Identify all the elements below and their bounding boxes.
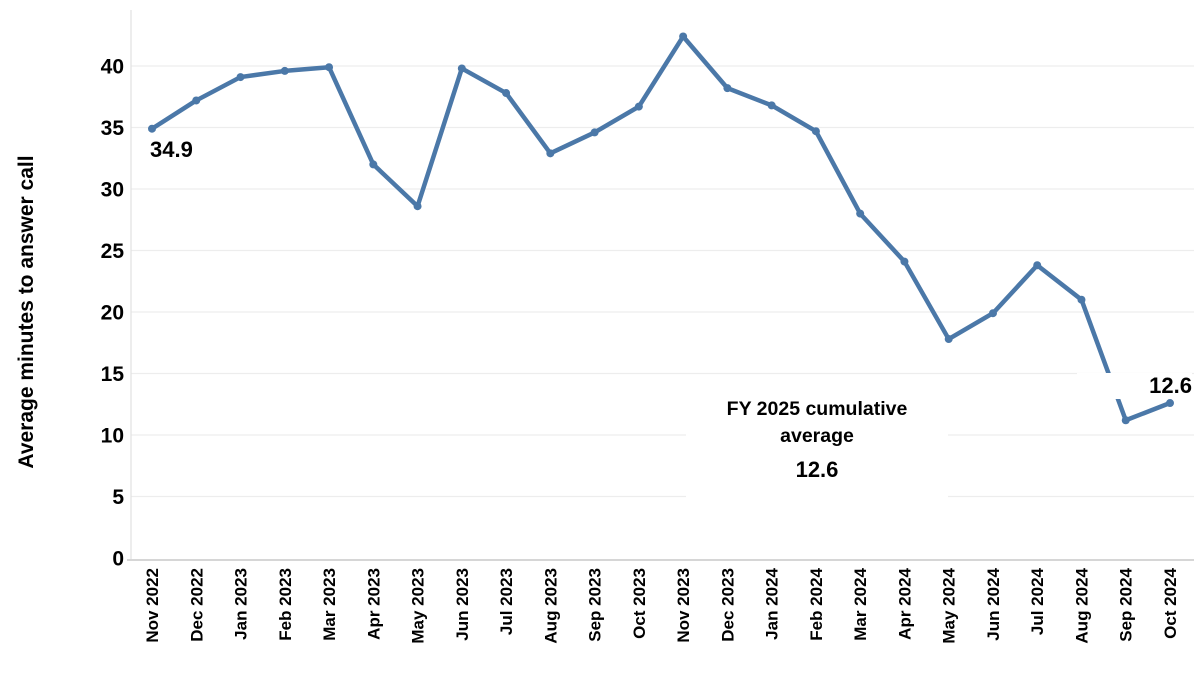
first-point-data-label: 34.9 [150, 137, 193, 162]
x-tick-label: Oct 2023 [630, 568, 649, 639]
data-point-marker [1166, 399, 1174, 408]
data-point-marker [148, 124, 156, 133]
y-tick-label: 25 [101, 240, 125, 263]
data-point-marker [413, 202, 422, 211]
data-point-marker [634, 102, 643, 111]
data-point-marker [280, 66, 289, 75]
callout-value: 12.6 [795, 457, 839, 482]
x-tick-label: May 2024 [940, 567, 959, 643]
data-point-marker [546, 149, 555, 158]
data-point-marker [1077, 295, 1086, 304]
data-point-marker [1033, 261, 1042, 270]
data-point-marker [679, 32, 688, 41]
x-tick-label: Jul 2024 [1028, 567, 1047, 635]
callout-title: FY 2025 cumulative average [726, 398, 908, 447]
x-tick-label: Nov 2022 [143, 568, 162, 643]
data-point-marker [1121, 416, 1130, 425]
x-tick-label: Mar 2023 [320, 568, 339, 641]
y-tick-label: 30 [101, 179, 124, 202]
x-tick-label: Apr 2023 [364, 568, 383, 640]
x-tick-label: Nov 2023 [674, 568, 693, 643]
y-tick-label: 0 [112, 548, 124, 571]
data-point-marker [325, 63, 334, 72]
x-tick-label: Apr 2024 [895, 567, 914, 639]
x-tick-label: Mar 2024 [851, 567, 870, 640]
data-point-marker [502, 89, 511, 98]
y-tick-label: 40 [101, 56, 124, 79]
fy2025-callout: FY 2025 cumulative average 12.6 [686, 394, 948, 506]
data-point-marker [457, 64, 466, 73]
x-tick-label: Aug 2023 [541, 568, 560, 644]
last-point-data-label: 12.6 [1077, 373, 1192, 399]
x-tick-label: Jan 2024 [763, 567, 782, 639]
data-point-marker [767, 101, 776, 110]
x-tick-label: Feb 2024 [807, 567, 826, 640]
x-tick-label: Dec 2022 [187, 568, 206, 642]
x-tick-label: Sep 2023 [586, 568, 605, 642]
x-tick-label: Feb 2023 [276, 568, 295, 641]
y-tick-label: 10 [101, 425, 124, 448]
x-tick-label: Jun 2023 [453, 568, 472, 641]
x-tick-label: Jan 2023 [232, 568, 251, 640]
y-tick-label: 15 [101, 363, 125, 386]
x-tick-label: Jul 2023 [497, 568, 516, 635]
y-tick-label: 5 [112, 486, 124, 509]
x-tick-label: Oct 2024 [1161, 567, 1180, 638]
data-point-marker [811, 127, 820, 136]
data-point-marker [856, 209, 865, 218]
data-point-marker [369, 160, 378, 169]
y-tick-label: 20 [101, 302, 124, 325]
data-series-line [149, 34, 1173, 423]
data-point-marker [192, 96, 201, 105]
data-point-marker [723, 84, 732, 93]
x-tick-label: Jun 2024 [984, 567, 1003, 640]
data-point-marker [944, 335, 953, 344]
data-point-marker [236, 73, 245, 82]
x-tick-label: Dec 2023 [718, 568, 737, 642]
x-tick-label: May 2023 [409, 568, 428, 644]
data-point-marker [590, 128, 599, 137]
y-tick-label: 35 [101, 117, 125, 140]
data-point-marker [988, 309, 997, 318]
x-tick-label: Aug 2024 [1072, 567, 1091, 643]
x-tick-label: Sep 2024 [1117, 567, 1136, 641]
data-point-marker [900, 257, 909, 266]
